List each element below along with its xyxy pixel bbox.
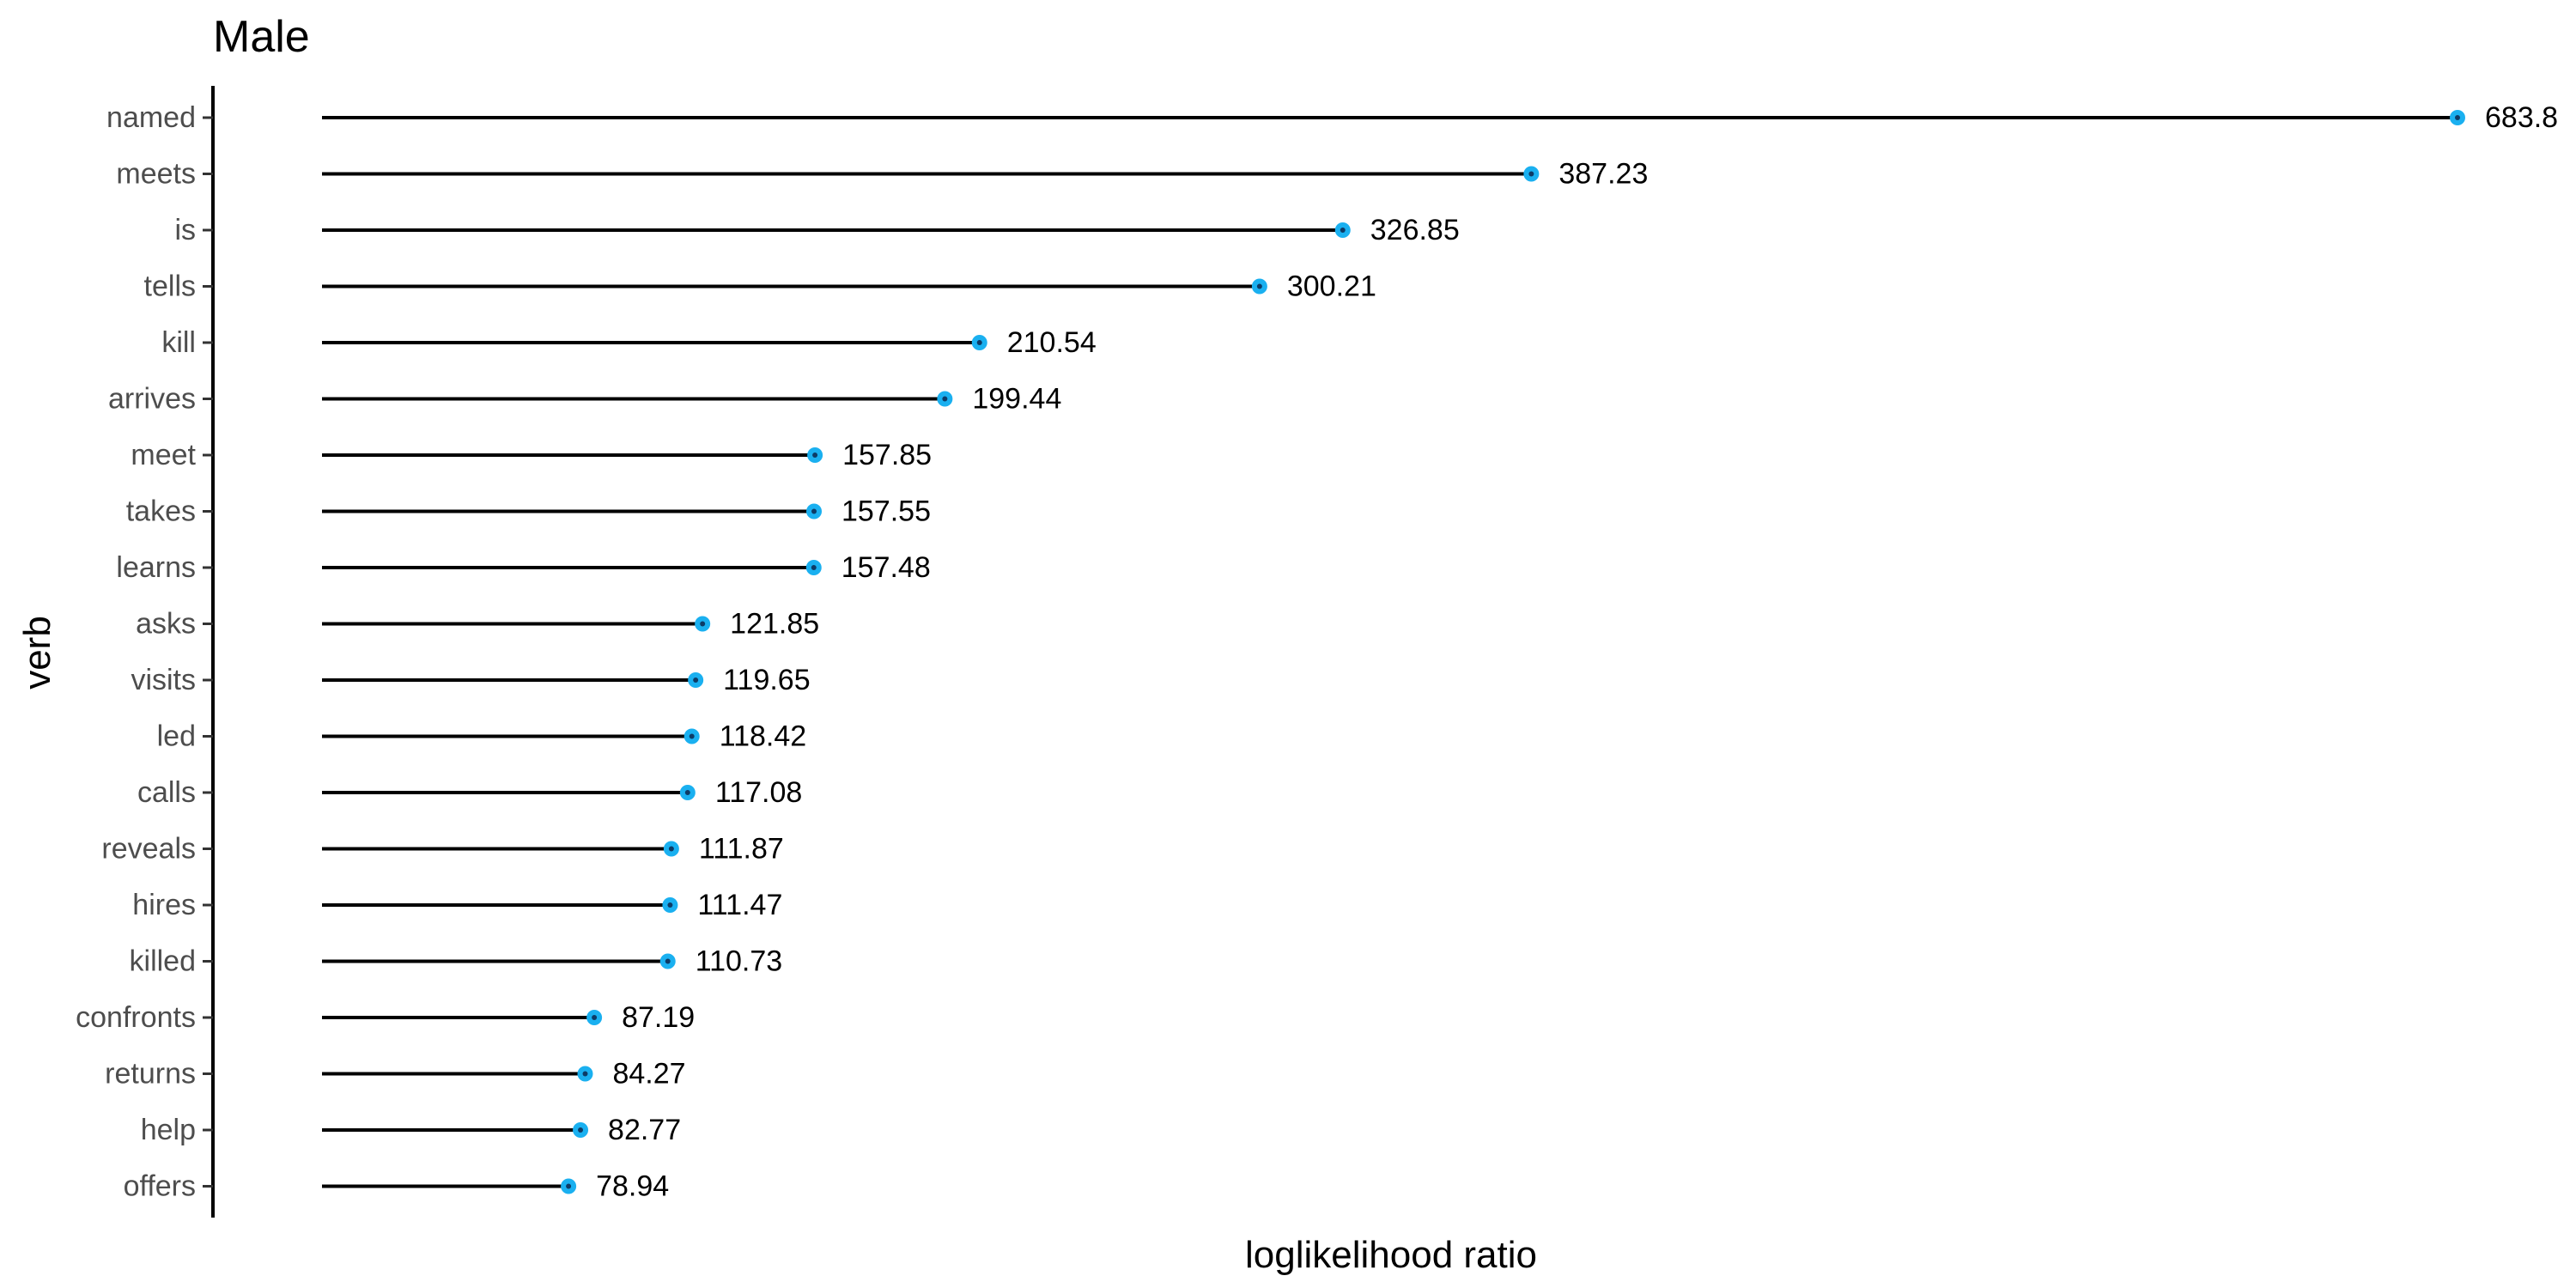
lollipop-point-center (700, 621, 706, 627)
data-label: 82.77 (608, 1114, 681, 1146)
data-label: 87.19 (622, 1001, 695, 1034)
y-tick-label: is (174, 214, 196, 246)
y-tick-label: meets (116, 158, 196, 191)
y-tick-label: killed (130, 945, 196, 978)
lollipop-point-center (665, 958, 671, 964)
data-label: 118.42 (720, 720, 806, 753)
data-label: 683.8 (2485, 101, 2558, 134)
y-tick-label: takes (126, 495, 196, 528)
y-tick-label: tells (144, 270, 196, 303)
data-label: 326.85 (1370, 214, 1460, 246)
lollipop-point-center (976, 340, 982, 345)
y-tick-label: reveals (101, 833, 196, 866)
lollipop-point-center (689, 733, 695, 739)
chart-marks: named 683.8 meets 387.23 is 326.85 tells 300.21… (76, 101, 2558, 1203)
data-label: 117.08 (715, 776, 802, 809)
lollipop-point-center (582, 1071, 588, 1077)
y-tick-label: offers (124, 1170, 196, 1203)
y-tick-label: calls (137, 776, 196, 809)
y-tick-label: meet (131, 439, 196, 471)
y-tick-label: visits (131, 664, 196, 696)
lollipop-point-center (812, 453, 818, 458)
lollipop-point-center (668, 846, 674, 852)
data-label: 387.23 (1558, 158, 1648, 191)
y-tick-label: asks (136, 608, 196, 641)
data-label: 78.94 (596, 1170, 669, 1203)
lollipop-point-center (811, 565, 817, 570)
lollipop-point-center (1256, 283, 1262, 289)
chart-title: Male (213, 12, 310, 62)
lollipop-point-center (1528, 171, 1534, 177)
y-tick-label: led (157, 720, 196, 753)
y-tick-label: hires (132, 889, 196, 921)
y-tick-label: help (141, 1114, 196, 1146)
y-tick-label: learns (116, 551, 196, 584)
y-tick-label: confronts (76, 1001, 196, 1034)
lollipop-point-center (2455, 115, 2460, 120)
lollipop-point-center (667, 902, 673, 908)
data-label: 84.27 (612, 1058, 685, 1091)
lollipop-point-center (693, 677, 699, 683)
lollipop-point-center (566, 1183, 572, 1189)
data-label: 157.48 (841, 551, 931, 584)
data-label: 110.73 (696, 945, 782, 978)
data-label: 111.87 (699, 833, 784, 866)
data-label: 119.65 (723, 664, 810, 696)
lollipop-point-center (942, 396, 948, 402)
data-label: 111.47 (697, 889, 782, 921)
data-label: 300.21 (1287, 270, 1376, 303)
data-label: 199.44 (972, 383, 1061, 416)
lollipop-point-center (578, 1127, 584, 1133)
data-label: 210.54 (1007, 326, 1097, 359)
x-axis-title: loglikelihood ratio (1245, 1234, 1537, 1276)
lollipop-point-center (684, 790, 690, 795)
data-label: 157.55 (841, 495, 931, 528)
lollipop-point-center (811, 508, 817, 514)
y-tick-label: returns (105, 1058, 196, 1091)
data-label: 157.85 (842, 439, 932, 471)
lollipop-point-center (1340, 228, 1346, 233)
y-tick-label: kill (161, 326, 196, 359)
y-axis-title: verb (16, 616, 58, 690)
lollipop-point-center (592, 1015, 598, 1020)
y-tick-label: named (106, 101, 196, 134)
data-label: 121.85 (730, 608, 819, 641)
y-tick-label: arrives (108, 383, 196, 416)
